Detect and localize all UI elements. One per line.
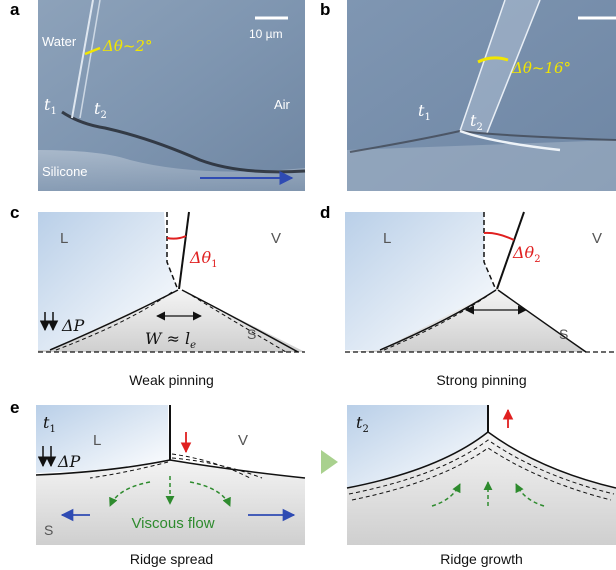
transition-triangle — [321, 450, 338, 474]
time-label-e-t1: t1 — [43, 413, 56, 435]
panel-e: t1 L V S ΔP Viscous flow — [35, 405, 306, 545]
panel-b: Δθ~16° t1 t2 — [347, 0, 616, 191]
ridge-outline-right-d — [497, 289, 587, 353]
caption-strong-pinning: Strong pinning — [436, 372, 527, 388]
panel-a: Water Air Silicone 10 µm Δθ~2° t1 t2 — [38, 0, 306, 191]
flow-arrow-e1 — [109, 481, 151, 507]
growth-arrow-f1 — [431, 483, 461, 507]
interface-dashed-c — [166, 212, 179, 291]
silicone-region-b — [347, 140, 616, 191]
panel-c: L V S Δθ1 ΔP W ≈ le — [38, 211, 305, 353]
ridge-prev-f1 — [348, 439, 615, 495]
ridge-outline-prev-d — [383, 293, 491, 351]
label-vapor-e: V — [238, 432, 248, 449]
time-label-b-t1: t1 — [418, 101, 431, 123]
interface-line-d — [496, 211, 525, 290]
label-liquid-c: L — [60, 230, 68, 247]
angle-marker-a — [84, 46, 101, 56]
angle-label-a: Δθ~2° — [102, 37, 152, 55]
label-vapor-c: V — [271, 230, 281, 247]
scale-bar-label: 10 µm — [249, 27, 283, 41]
ridge-outline-prev-right-c — [185, 291, 287, 353]
time-label-a-t1: t1 — [44, 95, 57, 117]
angle-label-b: Δθ~16° — [511, 59, 571, 77]
interface-line-b2 — [486, 0, 541, 134]
label-vapor-d: V — [592, 230, 602, 247]
liquid-region-f — [347, 405, 488, 488]
ridge-outline-prev-c — [55, 291, 173, 351]
interface-line-a2 — [79, 0, 101, 119]
solid-ridge-c — [38, 290, 305, 352]
angle-label-d: Δθ2 — [512, 243, 541, 265]
angle-label-c: Δθ1 — [189, 248, 218, 270]
ridge-prev-e3 — [89, 461, 169, 479]
liquid-wedge-b — [460, 0, 540, 133]
label-silicone: Silicone — [42, 164, 88, 179]
flow-arrow-e3 — [189, 481, 231, 507]
pressure-label-c: ΔP — [61, 316, 85, 335]
label-liquid-e: L — [93, 432, 101, 449]
time-label-a-t2: t2 — [94, 99, 107, 121]
ridge-contour-a — [61, 110, 306, 174]
ridge-highlight-b — [459, 129, 561, 152]
caption-ridge-spread: Ridge spread — [129, 551, 214, 567]
ridge-prev-e2 — [171, 453, 251, 479]
liquid-region-c — [38, 212, 178, 350]
pressure-label-e: ΔP — [57, 452, 81, 471]
panel-label-c: c — [10, 203, 20, 222]
caption-weak-pinning: Weak pinning — [129, 372, 214, 388]
interface-dashed-d — [483, 212, 497, 291]
viscous-flow-label: Viscous flow — [131, 515, 214, 532]
growth-arrow-f3 — [515, 483, 545, 507]
solid-region-f — [347, 432, 616, 545]
label-solid-d: S — [559, 326, 568, 342]
angle-marker-b — [477, 56, 509, 64]
liquid-region-e — [36, 405, 170, 473]
interface-line-c — [178, 211, 190, 290]
label-air: Air — [274, 97, 291, 112]
panel-label-a: a — [10, 0, 20, 19]
interface-line-a1 — [71, 0, 94, 119]
label-water: Water — [42, 34, 77, 49]
ridge-prev-e1 — [171, 457, 263, 479]
interface-line-b1 — [459, 0, 506, 132]
ridge-prev-f2 — [351, 447, 612, 501]
caption-ridge-growth: Ridge growth — [440, 551, 523, 567]
angle-arc-d — [483, 231, 515, 241]
silicone-region-a — [38, 150, 305, 191]
label-solid-e: S — [44, 522, 53, 538]
label-solid-c: S — [247, 326, 256, 342]
time-label-f-t2: t2 — [356, 413, 369, 435]
panel-label-b: b — [320, 0, 331, 19]
panel-label-d: d — [320, 203, 331, 222]
time-label-b-t2: t2 — [470, 111, 483, 133]
solid-ridge-d — [345, 290, 585, 352]
angle-arc-c — [166, 235, 187, 240]
liquid-region-d — [345, 212, 496, 350]
width-label-c: W ≈ le — [145, 329, 196, 351]
panel-label-e: e — [10, 398, 20, 417]
ridge-outline-f — [346, 431, 616, 489]
ridge-outline-right-c — [181, 289, 299, 353]
label-liquid-d: L — [383, 230, 391, 247]
panel-d: L V S Δθ2 — [345, 211, 616, 353]
panel-f: t2 — [346, 405, 616, 545]
